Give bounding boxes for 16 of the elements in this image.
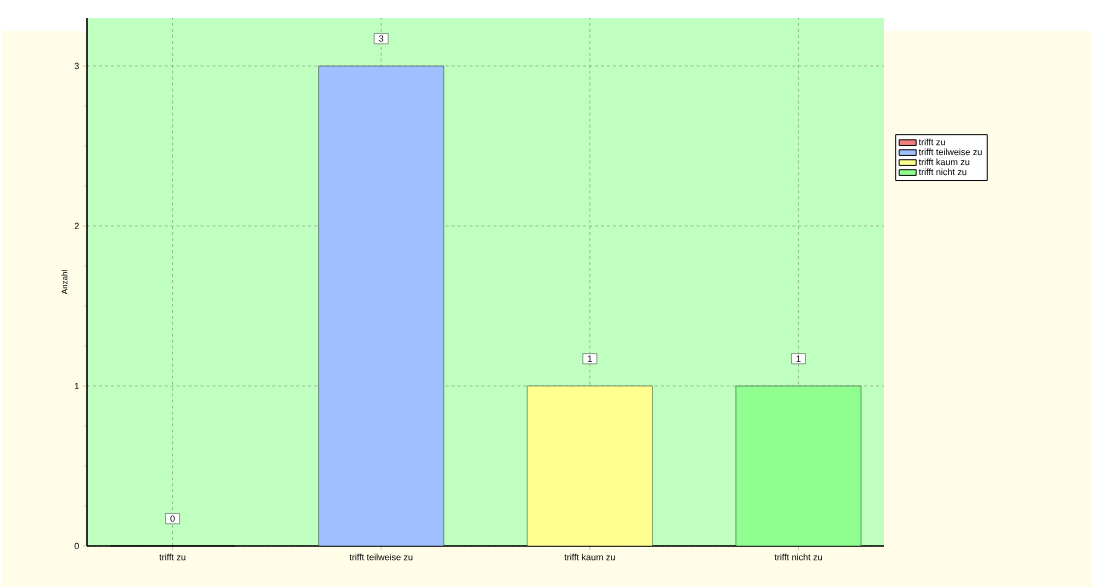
legend-label: trifft nicht zu xyxy=(918,168,967,176)
data-label: 0 xyxy=(170,515,175,522)
data-label: 1 xyxy=(588,355,592,362)
y-tick-label: 2 xyxy=(74,222,79,230)
legend-label: trifft zu xyxy=(918,138,945,146)
y-tick-label: 0 xyxy=(74,542,79,550)
legend-label: trifft kaum zu xyxy=(918,158,970,166)
x-tick-label: trifft teilweise zu xyxy=(349,553,413,561)
data-label: 3 xyxy=(379,35,384,42)
legend-label: trifft teilweise zu xyxy=(918,148,982,156)
data-label: 1 xyxy=(796,355,801,362)
x-tick-label: trifft kaum zu xyxy=(564,553,615,561)
x-tick-label: trifft nicht zu xyxy=(774,553,822,561)
x-tick-label: trifft zu xyxy=(159,553,186,561)
y-tick-label: 1 xyxy=(74,382,79,390)
y-tick-label: 3 xyxy=(74,62,79,70)
